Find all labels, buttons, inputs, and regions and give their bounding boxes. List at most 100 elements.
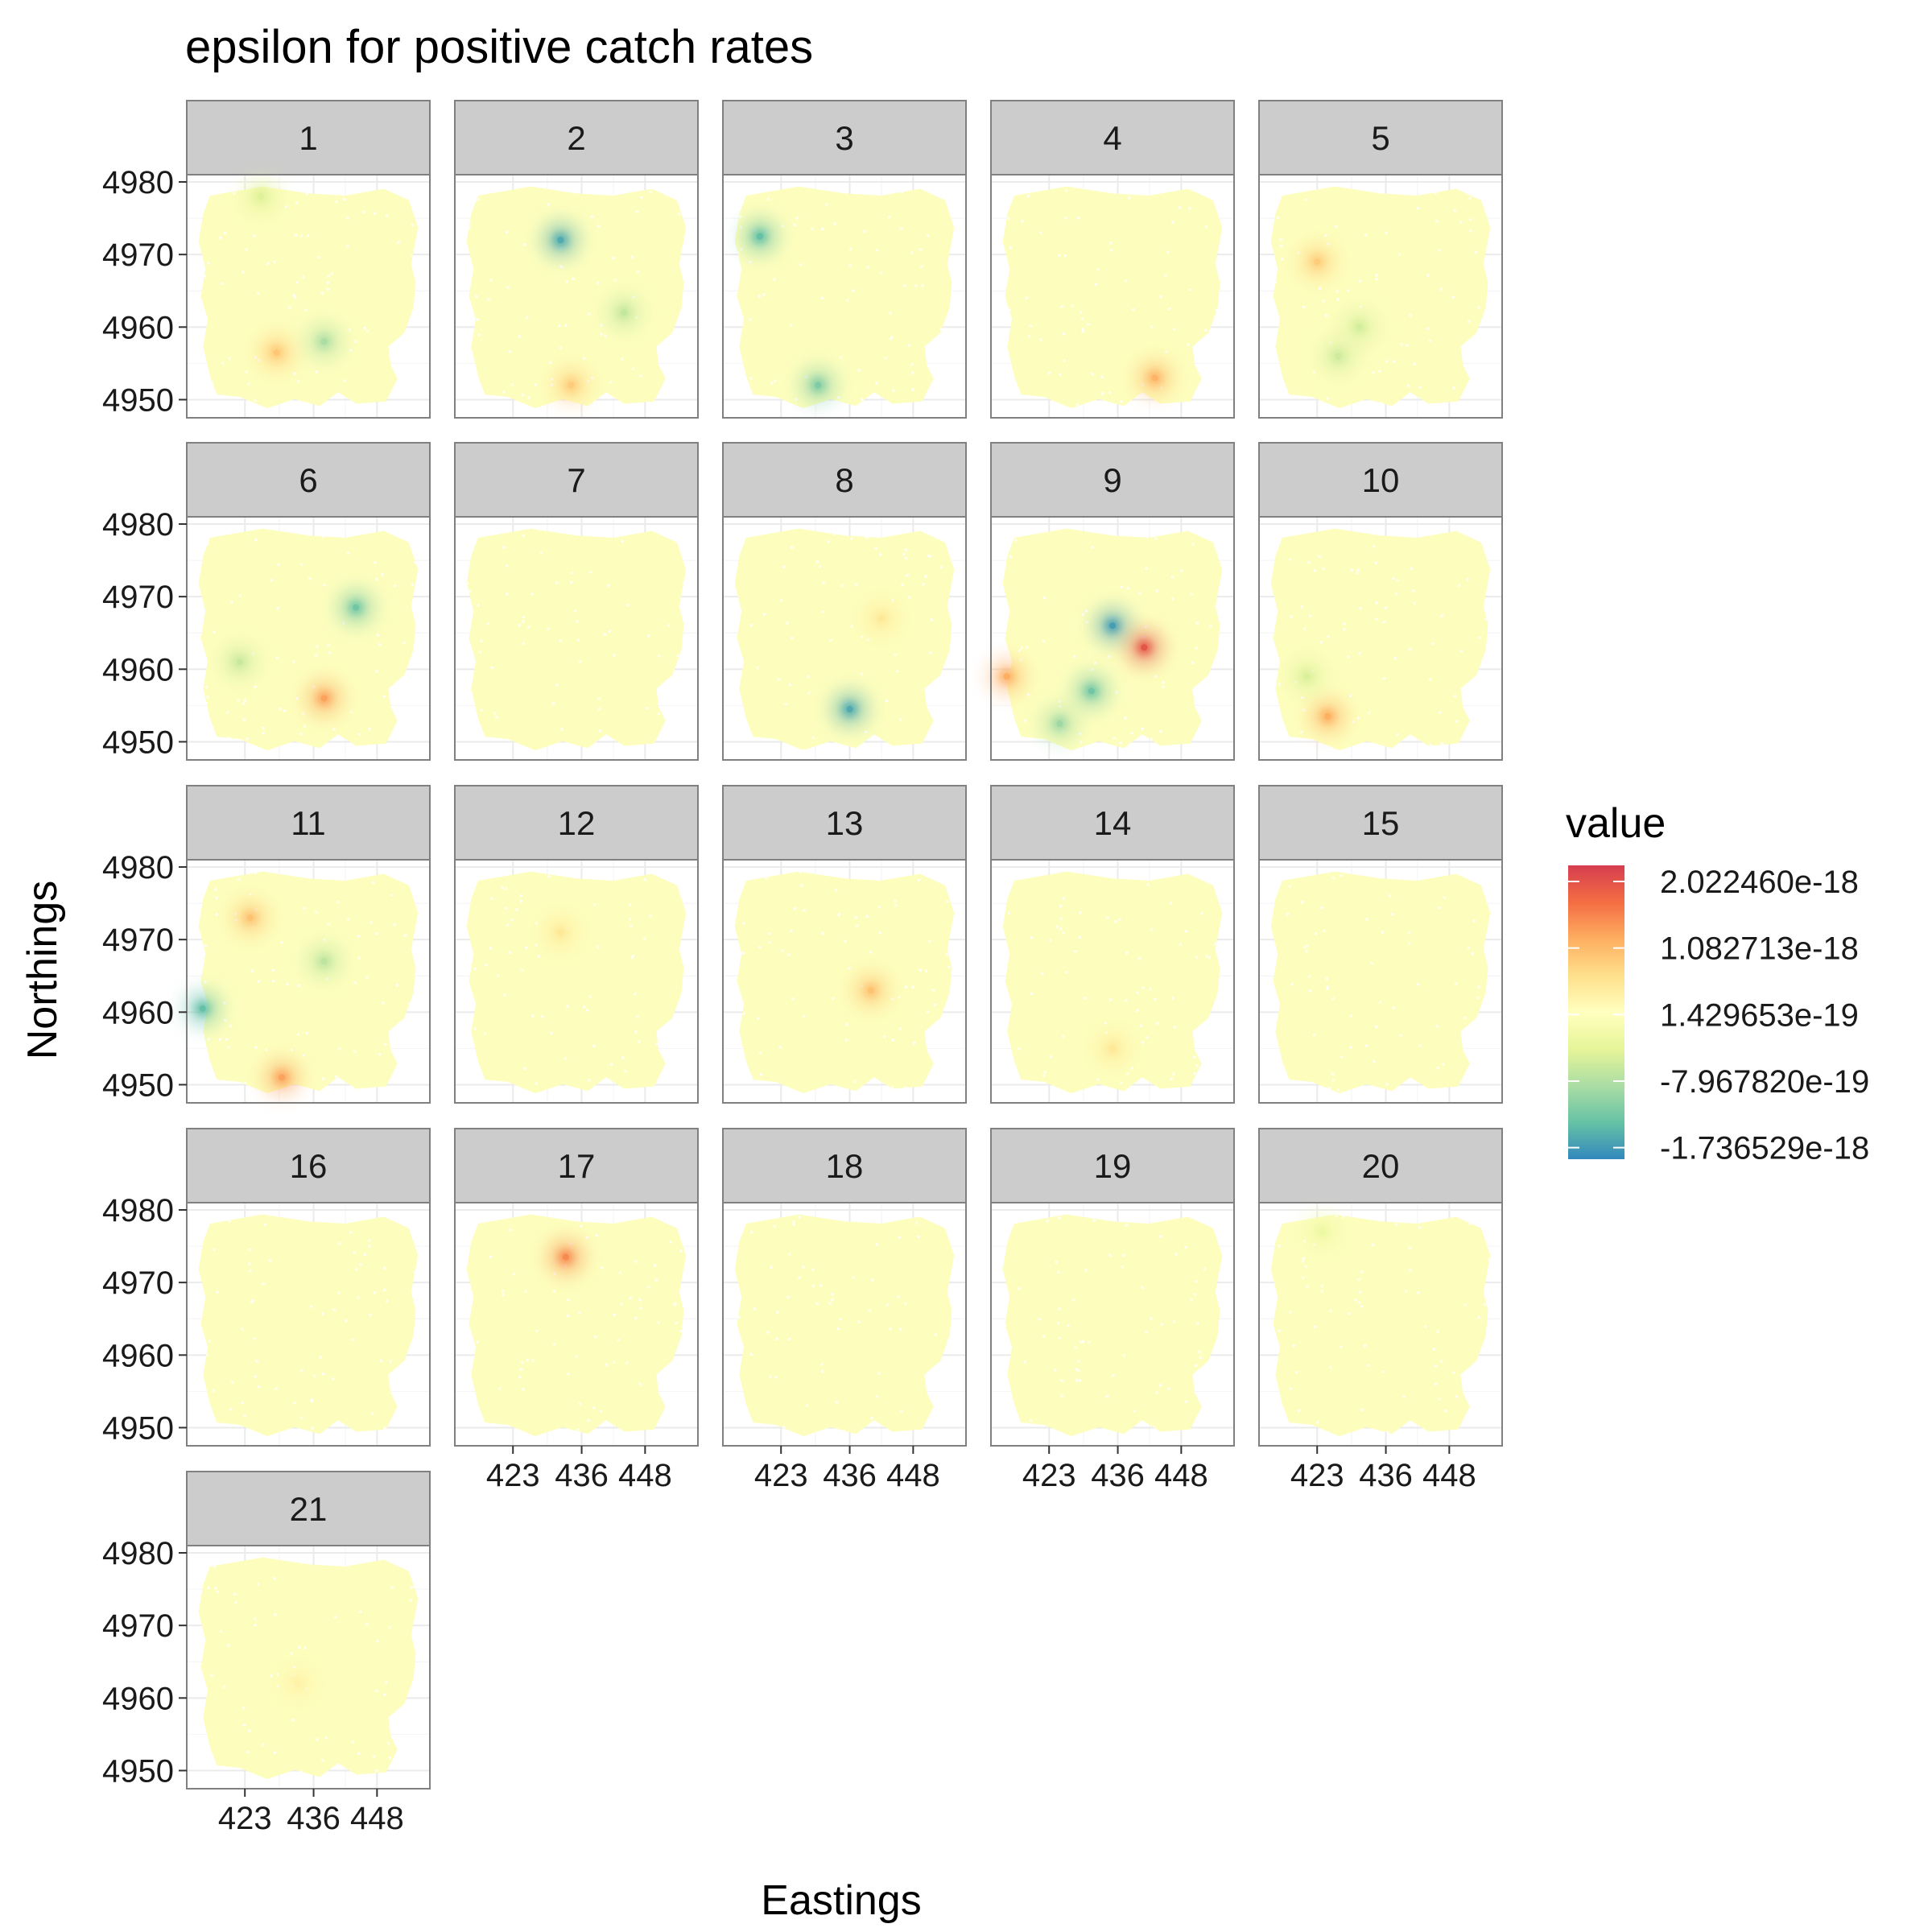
grid-gap [1059, 927, 1063, 931]
grid-gap [836, 396, 840, 399]
grid-gap [1360, 1408, 1364, 1412]
grid-gap [1125, 1224, 1129, 1227]
grid-gap [793, 906, 797, 910]
grid-gap [1041, 972, 1044, 976]
grid-gap [246, 737, 249, 741]
grid-gap [363, 327, 366, 330]
facet-strip-label: 12 [558, 804, 596, 842]
hotspot-point [1335, 353, 1342, 360]
grid-gap [778, 678, 781, 682]
grid-gap [1130, 732, 1133, 735]
grid-gap [590, 215, 594, 218]
grid-gap [502, 1293, 505, 1297]
region-fill [734, 186, 955, 409]
grid-gap [314, 910, 318, 914]
grid-gap [1358, 651, 1361, 655]
grid-gap [510, 382, 514, 386]
grid-gap [348, 328, 352, 332]
grid-gap [1091, 668, 1094, 671]
grid-gap [1042, 1335, 1046, 1339]
grid-gap [792, 1220, 795, 1224]
grid-gap [889, 337, 893, 341]
grid-gap [788, 1338, 791, 1341]
grid-gap [795, 398, 798, 401]
grid-gap [868, 1309, 872, 1312]
grid-gap [501, 1289, 505, 1293]
grid-gap [1145, 567, 1148, 571]
grid-gap [904, 985, 908, 989]
grid-gap [1108, 391, 1112, 394]
grid-gap [483, 1032, 487, 1036]
grid-gap [253, 234, 256, 238]
grid-gap [1162, 681, 1165, 684]
grid-gap [342, 198, 346, 201]
grid-gap [822, 581, 825, 584]
grid-gap [346, 551, 350, 555]
grid-gap [216, 1290, 219, 1294]
x-tick-label: 448 [1422, 1458, 1476, 1493]
grid-gap [302, 275, 305, 279]
grid-gap [1472, 919, 1476, 923]
grid-gap [1307, 560, 1311, 564]
hotspot-point [1151, 374, 1158, 382]
grid-gap [803, 908, 807, 912]
hotspots [1289, 658, 1346, 734]
grid-gap [477, 604, 481, 607]
grid-gap [889, 312, 892, 315]
grid-gap [608, 630, 612, 633]
grid-gap [257, 980, 261, 983]
grid-gap [1324, 234, 1327, 237]
grid-gap [1395, 1223, 1398, 1226]
facet-panel-4: 4 [990, 100, 1235, 419]
hotspot-point [1109, 622, 1116, 630]
facet-panel-17: 17 423 436 448 [454, 1128, 699, 1493]
y-tick-label: 4950 [102, 724, 174, 760]
grid-gap [639, 1307, 643, 1310]
grid-gap [1381, 931, 1385, 934]
grid-gap [850, 625, 854, 628]
facet-strip-label: 10 [1362, 461, 1400, 499]
grid-gap [1136, 991, 1139, 994]
grid-gap [371, 1412, 374, 1415]
grid-gap [322, 1077, 325, 1080]
grid-gap [1112, 1373, 1115, 1377]
grid-gap [1477, 306, 1480, 309]
grid-gap [1087, 323, 1090, 326]
grid-gap [1063, 254, 1067, 258]
grid-gap [845, 299, 849, 303]
grid-gap [1174, 1253, 1178, 1256]
grid-gap [1193, 1293, 1197, 1296]
panel-border [454, 859, 699, 1104]
grid-gap [911, 985, 914, 989]
grid-gap [480, 708, 483, 712]
grid-gap [531, 1014, 535, 1018]
grid-gap [273, 1751, 277, 1754]
grid-gap [1331, 1072, 1335, 1076]
region-heatmap [1270, 1214, 1491, 1437]
grid-gap [338, 1242, 341, 1245]
grid-gap [609, 380, 613, 384]
grid-gap [945, 953, 949, 956]
grid-gap [1158, 1384, 1162, 1387]
grid-gap [297, 1645, 301, 1649]
grid-gap [489, 279, 493, 282]
grid-gap [1023, 719, 1027, 722]
grid-gap [917, 878, 921, 882]
grid-gap [1100, 391, 1104, 395]
grid-gap [926, 1010, 930, 1013]
grid-gap [779, 599, 783, 602]
y-tick-label: 4950 [102, 1753, 174, 1789]
grid-gap [1374, 1025, 1378, 1029]
grid-gap [351, 1338, 354, 1342]
grid-gap [381, 573, 385, 576]
y-tick-label: 4980 [102, 1536, 174, 1571]
grid-gap [844, 1038, 848, 1042]
grid-gap [1164, 274, 1167, 277]
grid-gap [480, 639, 483, 643]
grid-gap [229, 1408, 233, 1411]
grid-gap [1115, 691, 1119, 695]
grid-gap [613, 1313, 617, 1317]
grid-gap [1468, 320, 1471, 323]
grid-gap [1397, 253, 1402, 256]
grid-gap [477, 333, 481, 336]
